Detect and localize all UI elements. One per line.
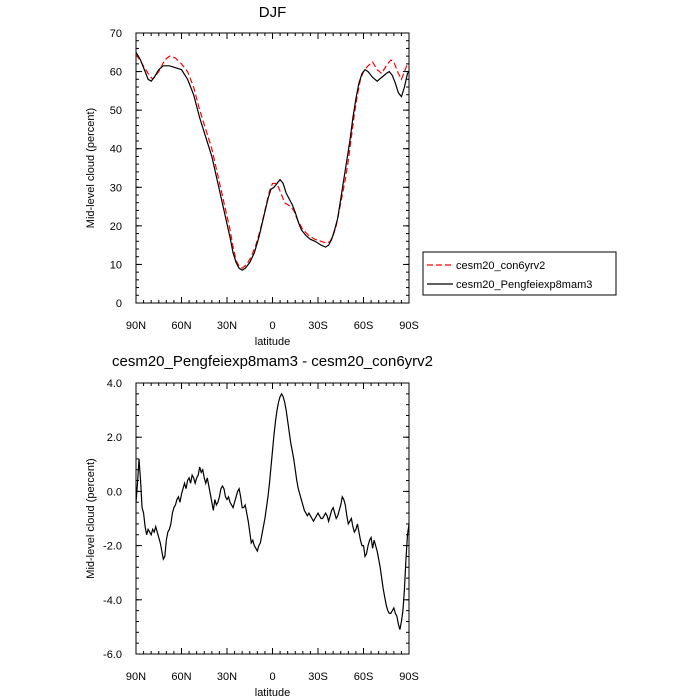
- chart2-y-tick-label: 2.0: [107, 432, 122, 444]
- chart2-x-axis-label: latitude: [255, 687, 290, 699]
- chart2-x-tick-label: 60S: [354, 671, 374, 683]
- chart2-x-tick-label: 30N: [217, 671, 237, 683]
- chart1-series-1-line: [135, 53, 409, 270]
- chart2-title: cesm20_Pengfeiexp8mam3 - cesm20_con6yrv2: [112, 353, 433, 370]
- chart2-y-axis-label: Mid-level cloud (percent): [85, 458, 97, 578]
- chart2-y-tick-label: -2.0: [103, 541, 122, 553]
- chart1-y-tick-label: 30: [110, 182, 122, 194]
- legend-label-2: cesm20_Pengfeiexp8mam3: [456, 279, 592, 291]
- chart1-x-tick-label: 0: [269, 320, 275, 332]
- chart1-y-tick-label: 20: [110, 221, 122, 233]
- chart1-x-tick-label: 90N: [126, 320, 146, 332]
- chart1-plot-frame: [135, 32, 410, 304]
- chart2-series-1-line: [135, 392, 410, 630]
- chart2-y-tick-label: -4.0: [103, 595, 122, 607]
- legend-box: [422, 251, 617, 296]
- chart1-y-tick-label: 40: [110, 144, 122, 156]
- chart1-x-tick-label: 90S: [399, 320, 419, 332]
- chart1-y-tick-label: 70: [110, 28, 122, 40]
- chart1-y-tick-label: 50: [110, 105, 122, 117]
- chart2-y-tick-label: 0.0: [107, 486, 122, 498]
- chart2-x-tick-label: 90N: [126, 671, 146, 683]
- chart1-x-tick-label: 60S: [354, 320, 374, 332]
- chart1-title: DJF: [259, 4, 287, 21]
- legend-label-1: cesm20_con6yrv2: [456, 260, 545, 272]
- chart1-y-tick-label: 10: [110, 259, 122, 271]
- chart1-series-2-line: [135, 51, 410, 271]
- chart1-y-tick-label: 60: [110, 67, 122, 79]
- chart2-y-tick-label: -6.0: [103, 649, 122, 661]
- chart2-x-tick-label: 0: [269, 671, 275, 683]
- chart1-x-axis-label: latitude: [255, 336, 290, 348]
- chart1-x-tick-label: 30N: [217, 320, 237, 332]
- chart2-x-tick-label: 60N: [171, 671, 191, 683]
- chart1-x-tick-label: 30S: [308, 320, 328, 332]
- chart2-x-tick-label: 90S: [399, 671, 419, 683]
- chart1-y-tick-label: 0: [116, 298, 122, 310]
- chart1-y-axis-label: Mid-level cloud (percent): [85, 108, 97, 228]
- chart1-x-tick-label: 60N: [171, 320, 191, 332]
- chart2-y-tick-label: 4.0: [107, 378, 122, 390]
- chart2-x-tick-label: 30S: [308, 671, 328, 683]
- chart2-plot-frame: [135, 382, 410, 655]
